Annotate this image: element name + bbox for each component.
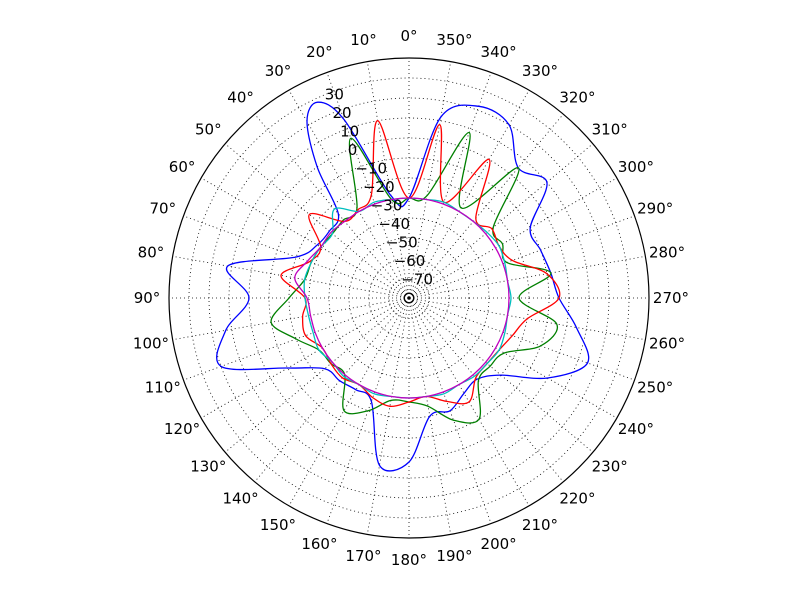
center-dot xyxy=(407,296,411,300)
theta-grid-line xyxy=(408,61,452,299)
series-line-5 xyxy=(294,197,510,399)
theta-grid-line xyxy=(288,297,410,507)
r-tick-label: 30 xyxy=(325,86,344,104)
theta-tick-label: 0° xyxy=(400,27,417,45)
polar-outer-ring xyxy=(168,57,650,539)
theta-tick-label: 60° xyxy=(169,158,196,176)
theta-tick-label: 250° xyxy=(637,379,673,397)
theta-grid-line xyxy=(224,297,410,453)
theta-grid-line xyxy=(408,297,564,483)
theta-grid-line xyxy=(408,297,635,381)
theta-tick-label: 20° xyxy=(306,43,333,61)
theta-grid-line xyxy=(224,143,410,299)
theta-tick-label: 230° xyxy=(592,457,628,475)
theta-tick-label: 320° xyxy=(559,88,595,106)
r-tick-label: −10 xyxy=(355,160,387,178)
theta-tick-label: 200° xyxy=(481,535,517,553)
theta-grid-line xyxy=(254,113,410,299)
theta-tick-label: 30° xyxy=(265,62,292,80)
theta-grid-line xyxy=(408,297,618,419)
theta-grid-line xyxy=(408,72,492,299)
theta-tick-label: 80° xyxy=(138,244,165,262)
r-tick-label: 10 xyxy=(340,123,359,141)
theta-tick-label: 210° xyxy=(522,516,558,534)
theta-grid-line xyxy=(326,72,410,299)
theta-grid-line xyxy=(408,177,618,299)
theta-tick-label: 40° xyxy=(227,88,254,106)
r-tick-label: −40 xyxy=(378,215,410,233)
r-tick-label: −20 xyxy=(363,178,395,196)
theta-tick-label: 150° xyxy=(260,516,296,534)
theta-tick-label: 350° xyxy=(436,31,472,49)
theta-tick-label: 260° xyxy=(649,334,685,352)
theta-grid-line xyxy=(366,297,410,535)
series-layer xyxy=(216,101,590,472)
theta-grid-line xyxy=(254,297,410,483)
theta-tick-label: 140° xyxy=(223,490,259,508)
r-tick-label: −30 xyxy=(371,197,403,215)
theta-grid-line xyxy=(172,255,410,299)
theta-grid-line xyxy=(200,297,410,419)
r-tick-label: −60 xyxy=(394,252,426,270)
theta-grid-line xyxy=(408,255,646,299)
r-tick-label: 0 xyxy=(348,141,358,159)
theta-grid-line xyxy=(288,89,410,299)
theta-tick-label: 110° xyxy=(145,379,181,397)
r-tick-label: −70 xyxy=(401,271,433,289)
series-line-3 xyxy=(280,120,561,408)
r-tick-label: −50 xyxy=(386,234,418,252)
theta-tick-label: 160° xyxy=(301,535,337,553)
theta-tick-label: 70° xyxy=(150,199,177,217)
theta-tick-label: 290° xyxy=(637,199,673,217)
theta-tick-label: 10° xyxy=(350,31,377,49)
theta-tick-label: 220° xyxy=(559,490,595,508)
tick-labels: 0° 10° 20° 30° 40° 50° 60° 70° 80° 90° 100° 110° 120… xyxy=(133,27,689,569)
theta-tick-label: 180° xyxy=(391,551,427,569)
center-ring xyxy=(403,292,415,304)
theta-grid-line xyxy=(366,61,410,299)
center-marker xyxy=(403,292,415,304)
theta-tick-label: 190° xyxy=(436,547,472,565)
theta-grid-line xyxy=(172,297,410,341)
theta-tick-label: 310° xyxy=(592,121,628,139)
theta-tick-label: 300° xyxy=(618,158,654,176)
theta-tick-label: 270° xyxy=(653,289,689,307)
theta-tick-label: 280° xyxy=(649,244,685,262)
theta-tick-label: 100° xyxy=(133,334,169,352)
theta-tick-label: 240° xyxy=(618,420,654,438)
theta-grid-line xyxy=(408,215,635,299)
r-tick-label: 20 xyxy=(332,104,351,122)
theta-grid-line xyxy=(408,143,594,299)
theta-tick-label: 170° xyxy=(345,547,381,565)
series-line-1 xyxy=(216,101,590,472)
theta-grid-line xyxy=(408,89,530,299)
theta-tick-label: 50° xyxy=(195,121,222,139)
theta-tick-label: 130° xyxy=(190,457,226,475)
theta-tick-label: 330° xyxy=(522,62,558,80)
theta-tick-label: 120° xyxy=(164,420,200,438)
theta-grid-line xyxy=(200,177,410,299)
theta-tick-label: 90° xyxy=(134,289,161,307)
theta-tick-label: 340° xyxy=(481,43,517,61)
theta-grid-line xyxy=(408,113,564,299)
